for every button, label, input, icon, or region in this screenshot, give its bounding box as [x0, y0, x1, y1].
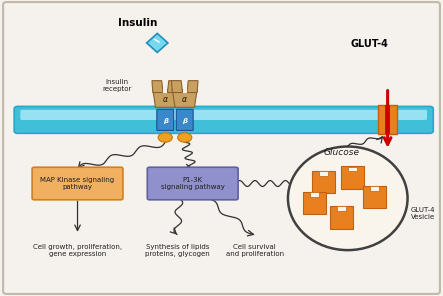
FancyBboxPatch shape [341, 166, 364, 189]
Text: GLUT-4: GLUT-4 [351, 39, 389, 49]
FancyBboxPatch shape [176, 109, 193, 131]
Polygon shape [147, 33, 168, 52]
FancyBboxPatch shape [319, 171, 328, 176]
Text: GLUT-4
Vesicle: GLUT-4 Vesicle [411, 207, 435, 220]
FancyBboxPatch shape [157, 109, 174, 131]
FancyBboxPatch shape [147, 167, 238, 200]
Polygon shape [172, 89, 197, 107]
FancyBboxPatch shape [303, 192, 326, 214]
FancyBboxPatch shape [20, 110, 427, 120]
FancyBboxPatch shape [310, 192, 319, 197]
Text: Insulin: Insulin [118, 18, 157, 28]
FancyBboxPatch shape [348, 166, 357, 171]
Text: α: α [182, 95, 187, 104]
Text: α: α [163, 95, 168, 104]
FancyBboxPatch shape [337, 207, 346, 211]
Polygon shape [171, 81, 183, 92]
FancyBboxPatch shape [330, 207, 353, 229]
FancyBboxPatch shape [370, 186, 379, 191]
Text: Synthesis of lipids
proteins, glycogen: Synthesis of lipids proteins, glycogen [145, 244, 210, 257]
Text: Insulin
receptor: Insulin receptor [103, 79, 132, 92]
Polygon shape [152, 81, 163, 92]
FancyBboxPatch shape [14, 106, 433, 133]
Text: β: β [163, 118, 168, 124]
FancyBboxPatch shape [3, 2, 440, 294]
Text: Cell survival
and proliferation: Cell survival and proliferation [225, 244, 284, 257]
Polygon shape [167, 81, 179, 92]
FancyBboxPatch shape [363, 186, 386, 208]
Text: MAP Kinase signaling
pathway: MAP Kinase signaling pathway [40, 177, 115, 190]
Polygon shape [385, 105, 390, 134]
Text: P1-3K
signaling pathway: P1-3K signaling pathway [161, 177, 225, 190]
Polygon shape [153, 89, 178, 107]
Polygon shape [163, 84, 167, 92]
FancyBboxPatch shape [378, 105, 397, 134]
Text: β: β [182, 118, 187, 124]
FancyBboxPatch shape [312, 171, 335, 193]
Circle shape [178, 133, 192, 142]
FancyBboxPatch shape [32, 167, 123, 200]
Circle shape [158, 133, 172, 142]
Text: Cell growth, proliferation,
gene expression: Cell growth, proliferation, gene express… [33, 244, 122, 257]
Polygon shape [183, 84, 187, 92]
Polygon shape [187, 81, 198, 92]
Text: Glucose: Glucose [323, 148, 359, 157]
Ellipse shape [288, 147, 408, 250]
